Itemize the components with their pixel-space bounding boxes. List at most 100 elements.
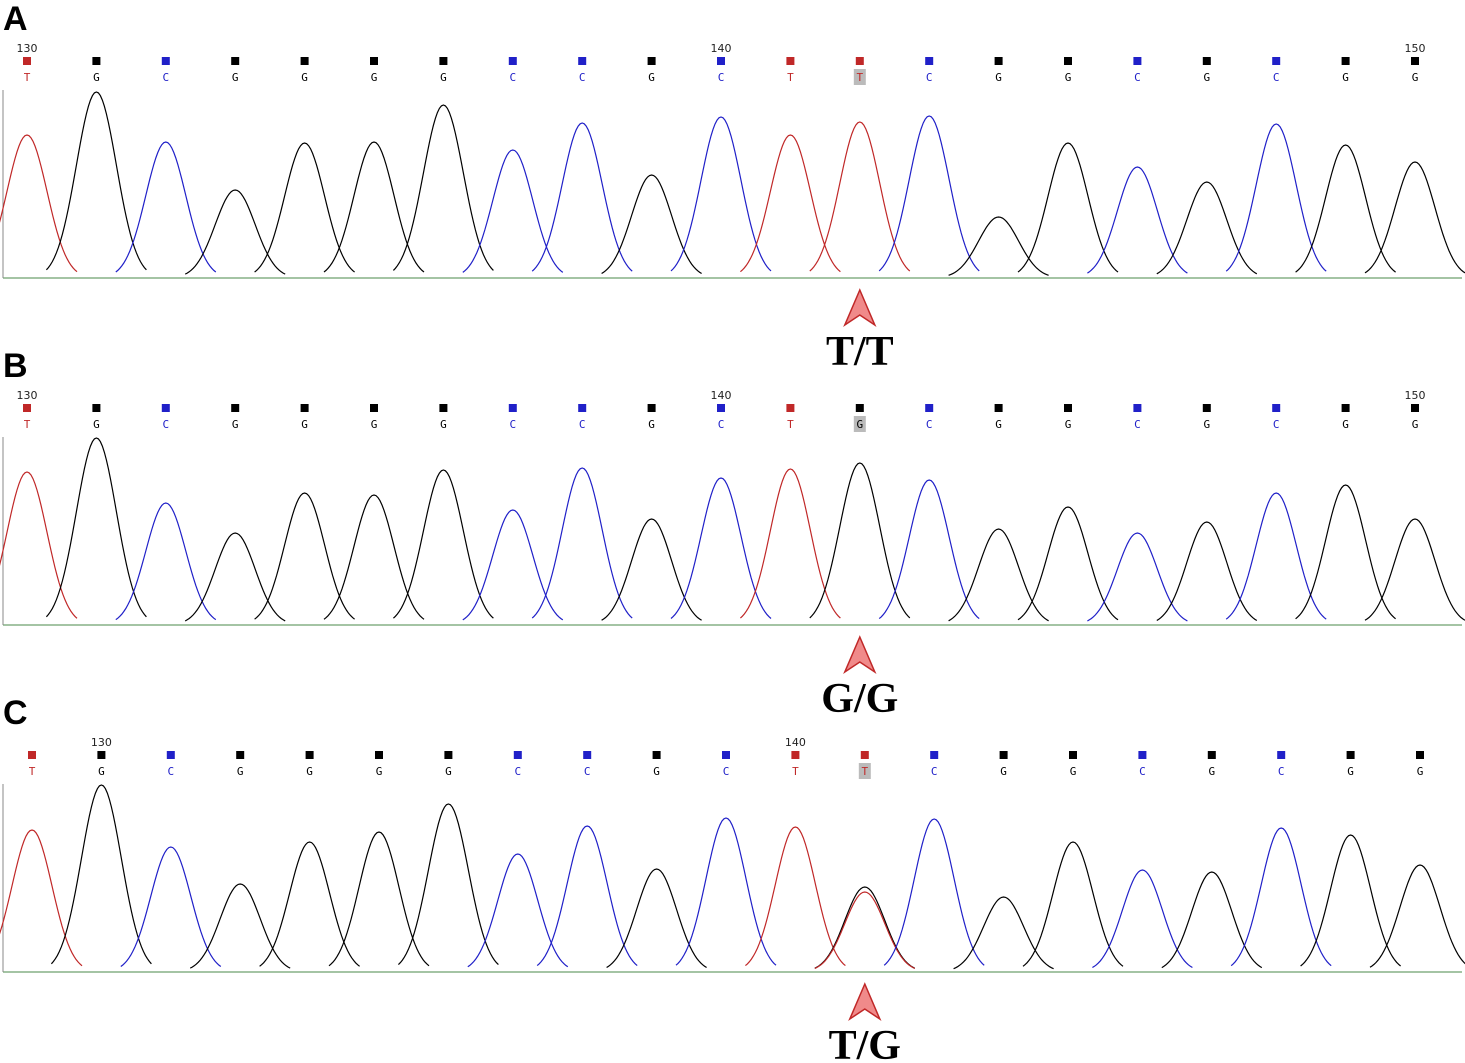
- call-marker: [1277, 751, 1286, 759]
- call-marker: [370, 404, 378, 412]
- peak: [675, 817, 777, 966]
- base-call: G: [93, 418, 100, 431]
- call-marker: [717, 404, 725, 412]
- genotype: T/G: [829, 1023, 901, 1063]
- peak: [670, 116, 772, 272]
- base-call: C: [718, 418, 725, 431]
- call-marker: [786, 404, 795, 412]
- call-marker: [513, 751, 522, 759]
- peak: [462, 149, 564, 273]
- base-call: C: [926, 71, 933, 84]
- call-marker: [305, 751, 314, 759]
- peak: [809, 121, 911, 272]
- base-call: C: [509, 418, 516, 431]
- call-marker: [578, 404, 587, 412]
- peak: [0, 471, 78, 619]
- base-call: T: [29, 765, 36, 778]
- peak: [1230, 827, 1332, 967]
- call-marker: [161, 57, 170, 65]
- call-marker: [717, 57, 725, 65]
- base-call: G: [856, 418, 863, 431]
- base-call: C: [723, 765, 730, 778]
- base-call: C: [1273, 71, 1280, 84]
- call-marker: [1069, 751, 1077, 759]
- call-marker: [1064, 57, 1072, 65]
- call-marker: [578, 57, 587, 65]
- call-marker: [1341, 404, 1350, 412]
- peak: [1364, 161, 1465, 274]
- base-call: G: [1342, 418, 1349, 431]
- call-marker: [300, 404, 309, 412]
- peak: [254, 142, 355, 273]
- base-call: G: [1342, 71, 1349, 84]
- peak: [814, 886, 916, 969]
- base-call: G: [1203, 418, 1210, 431]
- base-call: G: [232, 418, 239, 431]
- base-call: C: [1139, 765, 1146, 778]
- base-call: G: [306, 765, 313, 778]
- base-call: G: [1065, 71, 1072, 84]
- position-number: 140: [711, 42, 732, 55]
- peak: [1364, 518, 1465, 621]
- peak: [115, 141, 217, 273]
- call-marker: [583, 751, 592, 759]
- position-number: 130: [91, 736, 112, 749]
- call-marker: [652, 751, 661, 759]
- call-marker: [1416, 751, 1424, 759]
- call-marker: [161, 404, 170, 412]
- base-call: G: [1347, 765, 1354, 778]
- base-call: C: [584, 765, 591, 778]
- base-call: C: [1134, 71, 1141, 84]
- peak: [0, 134, 78, 273]
- peak: [1225, 123, 1327, 272]
- call-marker: [1272, 57, 1281, 65]
- peak: [601, 518, 702, 621]
- base-call: G: [440, 71, 447, 84]
- base-call: G: [371, 71, 378, 84]
- peak: [120, 846, 222, 967]
- peak: [745, 826, 846, 967]
- call-marker: [444, 751, 453, 759]
- call-marker: [999, 751, 1008, 759]
- peak: [1300, 834, 1401, 967]
- call-marker: [791, 751, 800, 759]
- base-call: G: [1412, 418, 1419, 431]
- base-call: T: [787, 71, 794, 84]
- peak: [1087, 166, 1188, 274]
- base-call: G: [232, 71, 239, 84]
- arrow: [843, 288, 877, 328]
- peak: [184, 189, 286, 275]
- call-marker: [231, 57, 240, 65]
- call-marker: [1133, 57, 1142, 65]
- call-marker: [930, 751, 939, 759]
- base-call: G: [98, 765, 105, 778]
- call-marker: [439, 57, 448, 65]
- base-call: C: [509, 71, 516, 84]
- call-marker: [236, 751, 245, 759]
- peak: [531, 467, 633, 619]
- base-call: G: [1070, 765, 1077, 778]
- call-marker: [1411, 404, 1419, 412]
- base-call: C: [579, 71, 586, 84]
- call-marker: [786, 57, 795, 65]
- peak: [392, 469, 494, 619]
- peak: [601, 174, 702, 275]
- base-call: G: [1203, 71, 1210, 84]
- base-call: G: [995, 418, 1002, 431]
- peak: [1092, 869, 1193, 969]
- peak: [606, 868, 707, 969]
- base-call: C: [579, 418, 586, 431]
- base-call: G: [1412, 71, 1419, 84]
- call-marker: [1272, 404, 1281, 412]
- peak: [1087, 532, 1188, 622]
- base-call: C: [926, 418, 933, 431]
- peak: [0, 829, 83, 967]
- base-call: G: [371, 418, 378, 431]
- call-marker: [1411, 57, 1419, 65]
- peak: [1225, 492, 1327, 620]
- call-marker: [1064, 404, 1072, 412]
- base-call: C: [1278, 765, 1285, 778]
- peak: [259, 841, 360, 967]
- base-call: G: [301, 71, 308, 84]
- call-marker: [722, 751, 730, 759]
